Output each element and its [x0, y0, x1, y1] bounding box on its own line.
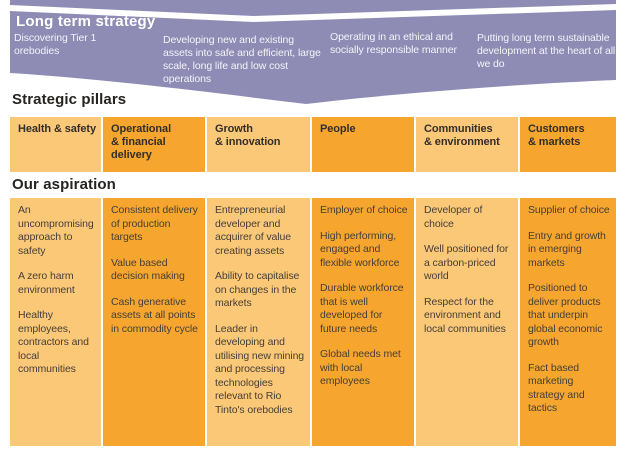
pillar-label: Health & safety [18, 123, 96, 135]
aspiration-item: An uncompromising approach to safety [18, 204, 94, 257]
aspiration-cell: An uncompromising approach to safety A z… [10, 198, 101, 446]
pillar-label: delivery [111, 149, 152, 161]
pillar-header-cell: Health & safety [10, 117, 101, 172]
pillar-header-row: Health & safety Operational & financial … [10, 117, 616, 172]
aspiration-item: Global needs met with local employees [320, 348, 401, 387]
banner-body-shape [10, 10, 616, 104]
aspiration-item: Positioned to deliver products that unde… [528, 282, 603, 348]
aspiration-cell: Supplier of choice Entry and growth in e… [520, 198, 616, 446]
aspiration-item: Fact based marketing strategy and tactic… [528, 361, 585, 415]
banner-title: Long term strategy [16, 13, 156, 30]
pillar-label: Operational [111, 123, 172, 135]
pillar-header-cell: People [312, 117, 414, 172]
pillar-header-cell: Operational & financial delivery [103, 117, 205, 172]
section-heading-our-aspiration: Our aspiration [12, 176, 116, 193]
pillar-label: & markets [528, 136, 581, 148]
aspiration-row: An uncompromising approach to safety A z… [10, 198, 616, 446]
pillar-label: Communities [424, 123, 493, 135]
banner-item: Operating in an ethical and socially res… [330, 31, 457, 56]
pillar-header-cell: Growth & innovation [207, 117, 310, 172]
chevron-banner-shape [10, 0, 616, 104]
aspiration-item: Durable workforce that is well developed… [320, 282, 404, 335]
aspiration-item: Developer of choice [424, 204, 483, 230]
pillar-label: People [320, 123, 356, 135]
aspiration-cell: Entrepreneurial developer and acquirer o… [207, 198, 310, 446]
aspiration-item: Leader in developing and utilising new m… [215, 322, 305, 416]
aspiration-item: High performing, engaged and flexible wo… [320, 229, 400, 269]
pillar-label: & environment [424, 136, 500, 148]
banner-item: Discovering Tier 1 orebodies [14, 32, 97, 57]
aspiration-item: Consistent delivery of production target… [111, 204, 198, 243]
section-heading-strategic-pillars: Strategic pillars [12, 91, 127, 108]
aspiration-item: Value based decision making [111, 256, 185, 283]
pillar-header-cell: Customers & markets [520, 117, 616, 172]
aspiration-item: Entrepreneurial developer and acquirer o… [215, 204, 291, 257]
banner-item: Developing new and existing assets into … [163, 34, 321, 85]
pillar-label: Customers [528, 123, 585, 135]
pillar-label: & innovation [215, 136, 281, 148]
aspiration-item: Supplier of choice [528, 204, 610, 216]
aspiration-item: Entry and growth in emerging markets [528, 229, 606, 269]
aspiration-item: Respect for the environment and local co… [424, 295, 506, 335]
chevron-top-strip [10, 0, 616, 16]
pillar-label: & financial [111, 136, 166, 148]
aspiration-item: Healthy employees, contractors and local… [18, 309, 89, 375]
aspiration-item: Employer of choice [320, 204, 408, 216]
banner-item: Putting long term sustainable developmen… [477, 32, 616, 70]
aspiration-cell: Consistent delivery of production target… [103, 198, 205, 446]
pillar-label: Growth [215, 123, 253, 135]
aspiration-item: Well positioned for a carbon-priced worl… [424, 243, 509, 282]
aspiration-cell: Developer of choice Well positioned for … [416, 198, 518, 446]
aspiration-item: A zero harm environment [18, 270, 75, 296]
aspiration-item: Cash generative assets at all points in … [111, 295, 198, 335]
pillar-header-cell: Communities & environment [416, 117, 518, 172]
aspiration-item: Ability to capitalise on changes in the … [215, 270, 300, 309]
aspiration-cell: Employer of choice High performing, enga… [312, 198, 414, 446]
